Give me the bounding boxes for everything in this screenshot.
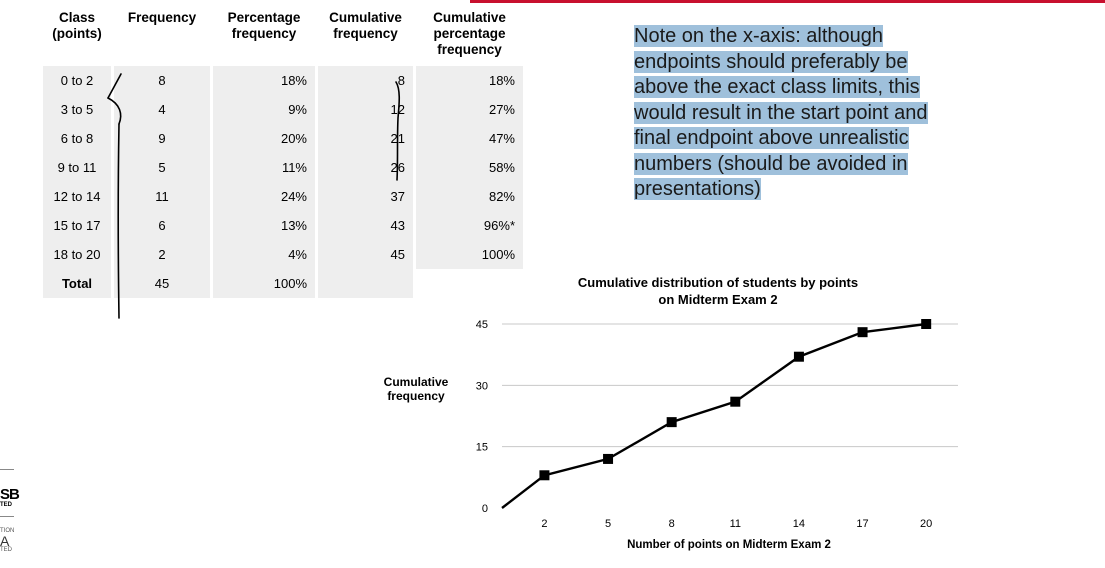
data-point-marker [730,396,741,407]
cell-total-percentage: 100% [213,269,315,298]
cell-cumulative-percentage: 100% [416,240,523,269]
x-tick-label: 14 [793,518,805,530]
data-point-marker [539,470,550,481]
data-point-marker [666,417,677,428]
cell-frequency: 9 [114,124,210,153]
cell-class: 12 to 14 [43,182,111,211]
cell-cumulative-frequency: 8 [318,62,413,95]
series-polyline [501,322,927,509]
cell-percentage: 20% [213,124,315,153]
cell-cumulative-percentage: 82% [416,182,523,211]
x-tick-label: 2 [541,518,547,530]
header-class: Class (points) [52,10,102,41]
logo-divider [0,469,14,470]
top-accent-bar [470,0,1105,3]
header-frequency: Frequency [127,10,197,25]
x-tick-label: 8 [669,518,675,530]
logo-mark-2-top: TION [0,528,15,534]
frequency-table: Class (points) Frequency Percentage freque… [40,8,526,298]
x-tick-label: 11 [730,518,741,530]
x-tick-label: 5 [605,518,611,530]
y-axis-label-text: Cumulative frequency [384,375,449,403]
y-tick-label: 0 [482,503,488,515]
cell-total-frequency: 45 [114,269,210,298]
cell-class: 18 to 20 [43,240,111,269]
handwritten-bracket [395,81,401,181]
header-cumulative-frequency: Cumulative frequency [329,10,402,41]
table-header-row: Class (points) Frequency Percentage freque… [43,8,523,62]
cell-frequency: 4 [114,95,210,124]
header-percentage-frequency: Percentage frequency [227,10,301,41]
x-tick-label: 20 [920,518,932,530]
cell-class: 3 to 5 [43,95,111,124]
y-axis-label: Cumulative frequency [384,375,449,403]
cell-percentage: 18% [213,62,315,95]
y-axis-ticks: 0 15 30 45 [476,319,488,515]
cell-cumulative-percentage: 58% [416,153,523,182]
series-line [501,319,932,509]
cell-frequency: 2 [114,240,210,269]
handwritten-line [107,97,122,125]
cell-total-cumulative-frequency [318,269,413,298]
y-axis-label-line: Cumulative [384,375,449,389]
cell-percentage: 4% [213,240,315,269]
cell-cumulative-percentage: 18% [416,62,523,95]
cell-total-cumulative-percentage [416,269,523,298]
chart-grid [502,323,958,448]
data-point-marker [921,319,932,329]
x-axis-label: Number of points on Midterm Exam 2 [627,539,831,551]
table-row: 0 to 2 8 18% 8 18% [43,62,523,95]
cell-total-label: Total [43,269,111,298]
y-tick-label: 15 [476,442,488,454]
cell-class: 6 to 8 [43,124,111,153]
x-tick-label: 17 [856,518,868,530]
x-axis-ticks: 2 5 8 11 14 17 20 [541,518,932,530]
table-row: 15 to 17 6 13% 43 96%* [43,211,523,240]
cell-class: 9 to 11 [43,153,111,182]
cell-cumulative-frequency: 37 [318,182,413,211]
logo-mark-1: SB [0,486,20,503]
data-point-marker [603,453,614,464]
cell-cumulative-percentage: 96%* [416,211,523,240]
handwritten-line [117,123,120,319]
note-highlight: Note on the x-axis: although endpoints s… [634,25,928,200]
chart-title: Cumulative distribution of students by p… [578,275,858,307]
cell-cumulative-percentage: 47% [416,124,523,153]
cell-cumulative-frequency: 45 [318,240,413,269]
logo-mark-1-sub: TED [0,502,12,508]
cell-percentage: 11% [213,153,315,182]
y-axis-label-line: frequency [387,389,445,403]
cell-class: 0 to 2 [43,62,111,95]
cell-percentage: 13% [213,211,315,240]
data-point-marker [793,351,804,362]
table-row: 3 to 5 4 9% 12 27% [43,95,523,124]
logo-mark-2-sub: TED [0,547,12,553]
y-tick-label: 30 [476,380,488,392]
table-row: 12 to 14 11 24% 37 82% [43,182,523,211]
cell-percentage: 9% [213,95,315,124]
cell-frequency: 5 [114,153,210,182]
chart-title-line: Cumulative distribution of students by p… [578,275,858,290]
cell-percentage: 24% [213,182,315,211]
cell-frequency: 6 [114,211,210,240]
y-tick-label: 45 [476,319,488,331]
handwritten-line [107,73,122,99]
table-row: 18 to 20 2 4% 45 100% [43,240,523,269]
data-point-marker [857,327,868,338]
cell-frequency: 11 [114,182,210,211]
cell-cumulative-frequency: 43 [318,211,413,240]
chart-title-line: on Midterm Exam 2 [658,292,777,307]
logo-mark-2: A [0,533,10,549]
pen-annotations [107,73,401,319]
table-total-row: Total 45 100% [43,269,523,298]
header-cumulative-percentage: Cumulative percentage frequency [433,10,506,57]
cell-cumulative-percentage: 27% [416,95,523,124]
logo-divider [0,516,14,517]
cell-class: 15 to 17 [43,211,111,240]
cell-frequency: 8 [114,62,210,95]
x-axis-note: Note on the x-axis: although endpoints s… [634,24,964,203]
